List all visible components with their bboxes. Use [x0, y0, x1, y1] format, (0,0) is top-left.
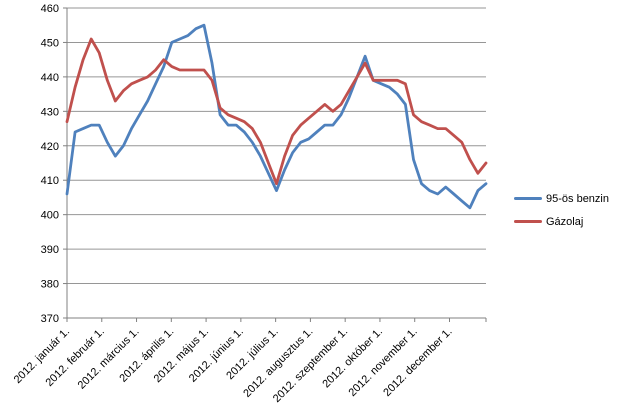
legend-label-gazolaj: Gázolaj: [546, 215, 584, 228]
svg-text:390: 390: [41, 244, 59, 256]
svg-text:370: 370: [41, 313, 59, 325]
legend-label-benzin: 95-ös benzin: [546, 192, 609, 205]
y-axis-tick-labels: 370 380 390 400 410 420 430 440 450 460: [41, 3, 59, 325]
svg-text:430: 430: [41, 106, 59, 118]
chart-legend: 95-ös benzin Gázolaj: [514, 187, 609, 233]
x-axis-tick-labels: 2012. január 1.2012. február 1.2012. már…: [12, 326, 455, 405]
legend-item-benzin: 95-ös benzin: [514, 187, 609, 210]
benzin-line-swatch-icon: [514, 197, 542, 200]
svg-text:450: 450: [41, 37, 59, 49]
series-line-1: [65, 37, 488, 186]
axis-ticks: [63, 7, 487, 322]
svg-text:2012. december 1.: 2012. december 1.: [381, 326, 454, 399]
gazolaj-line-swatch-icon: [514, 220, 542, 223]
legend-item-gazolaj: Gázolaj: [514, 210, 609, 233]
svg-text:400: 400: [41, 210, 59, 222]
gridlines: [67, 7, 486, 285]
svg-text:380: 380: [41, 279, 59, 291]
svg-text:460: 460: [41, 3, 59, 15]
svg-text:440: 440: [41, 72, 59, 84]
svg-text:410: 410: [41, 175, 59, 187]
svg-text:2012. március 1.: 2012. március 1.: [76, 326, 142, 392]
series-line-0: [65, 23, 488, 210]
svg-text:2012. október 1.: 2012. október 1.: [320, 326, 385, 391]
svg-text:420: 420: [41, 141, 59, 153]
